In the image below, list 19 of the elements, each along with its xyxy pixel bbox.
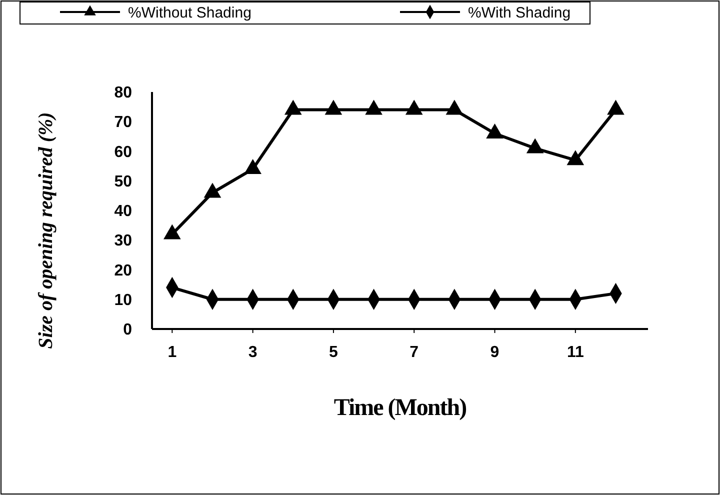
x-axis-title: Time (Month) (334, 395, 466, 421)
legend-label: %With Shading (468, 4, 571, 22)
x-tick-label: 11 (566, 344, 584, 361)
y-tick-label: 0 (123, 322, 132, 339)
y-tick-label: 20 (114, 262, 132, 280)
x-tick-label: 3 (248, 344, 258, 361)
y-tick-label: 10 (114, 292, 132, 309)
legend-label: %Without Shading (128, 4, 252, 22)
x-tick-label: 1 (168, 344, 177, 361)
x-tick-label: 9 (490, 344, 500, 361)
y-axis-title: Size of opening required (%) (35, 112, 57, 349)
y-tick-label: 50 (114, 173, 132, 190)
x-tick-label: 7 (410, 344, 419, 361)
y-tick-label: 60 (114, 144, 132, 161)
x-tick-label: 5 (329, 344, 338, 361)
y-tick-label: 40 (114, 203, 132, 220)
y-tick-label: 80 (114, 84, 132, 102)
y-tick-label: 70 (114, 114, 132, 132)
y-tick-label: 30 (114, 232, 132, 250)
